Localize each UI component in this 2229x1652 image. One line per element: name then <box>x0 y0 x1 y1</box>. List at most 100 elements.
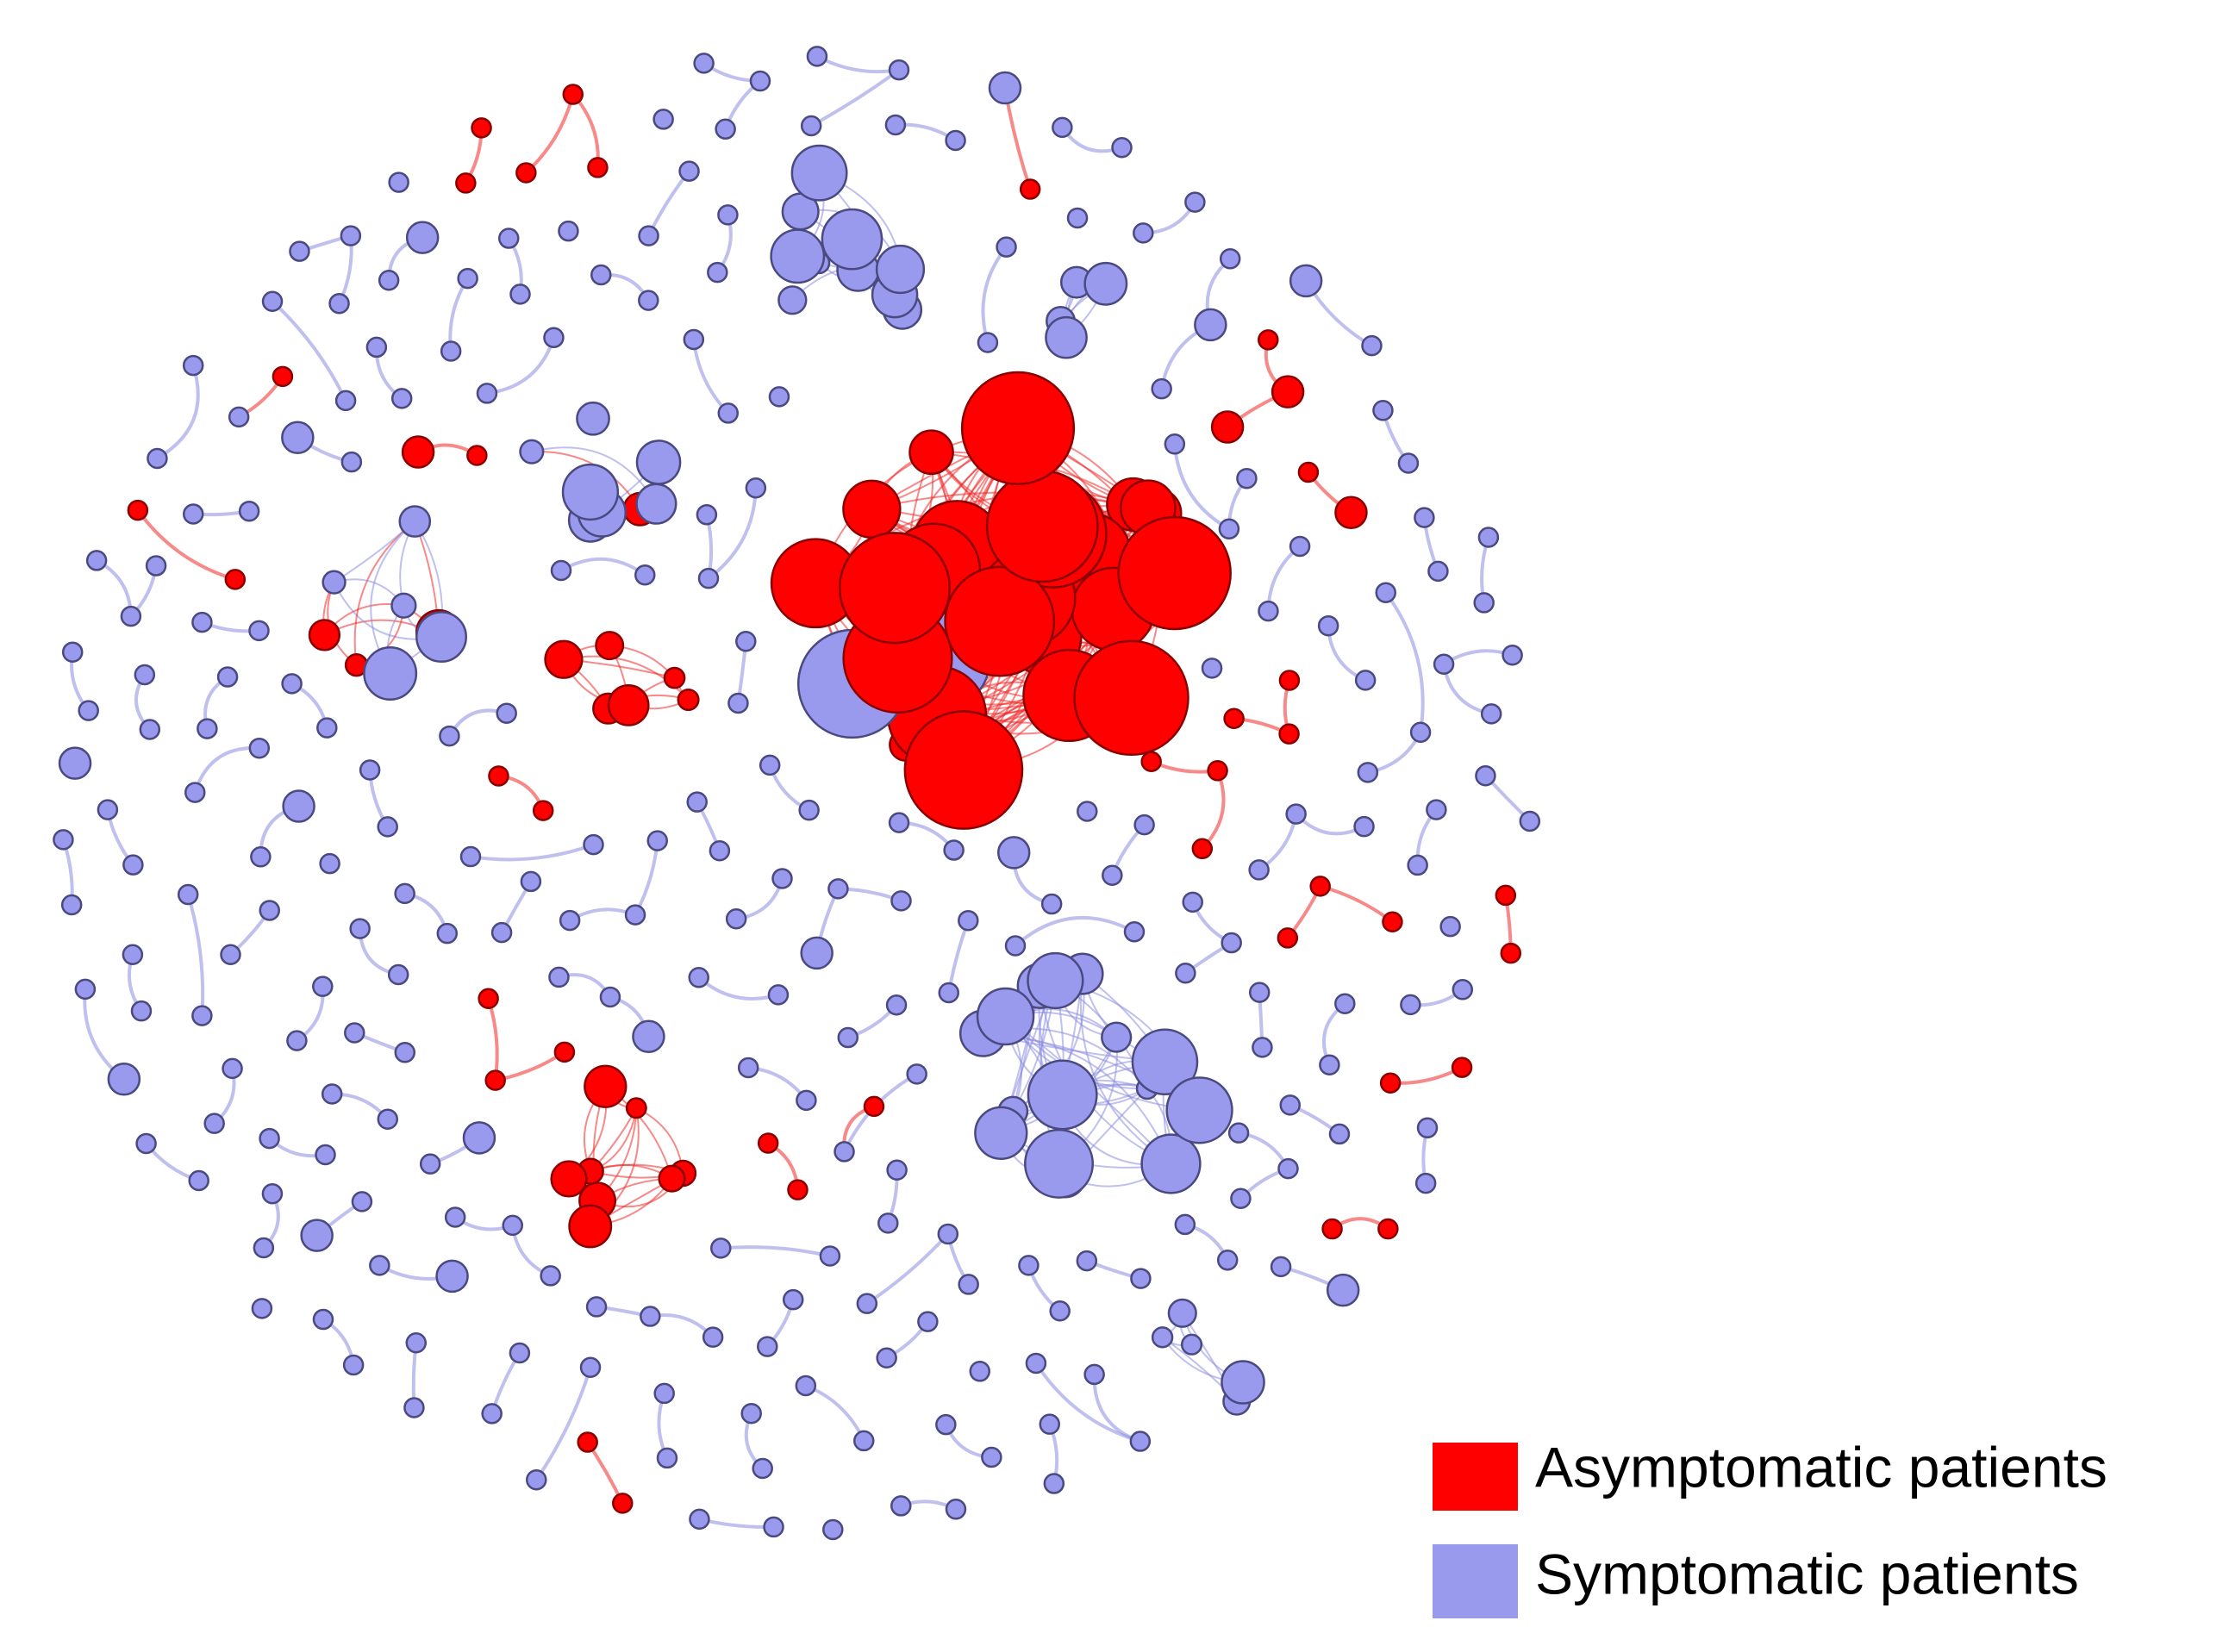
node <box>1451 1057 1473 1078</box>
node <box>1216 1250 1239 1271</box>
node <box>216 666 239 688</box>
node <box>935 1413 957 1436</box>
node <box>248 620 270 642</box>
node <box>312 1308 334 1331</box>
node <box>1372 400 1394 421</box>
node <box>1357 762 1379 783</box>
node <box>890 890 912 912</box>
node <box>184 782 206 803</box>
node <box>693 53 715 74</box>
edge <box>495 1050 565 1082</box>
node <box>440 340 462 362</box>
node <box>1164 433 1186 455</box>
node <box>559 909 581 932</box>
node <box>877 1213 899 1234</box>
node <box>888 59 910 81</box>
node <box>220 944 241 966</box>
node <box>286 1030 308 1051</box>
node <box>819 1245 841 1267</box>
node <box>903 710 1024 830</box>
node <box>1519 810 1541 832</box>
node <box>1140 751 1162 772</box>
node <box>377 1108 399 1130</box>
node <box>568 1204 613 1249</box>
node <box>1040 893 1063 915</box>
node <box>1278 670 1301 691</box>
node <box>203 1113 225 1134</box>
node <box>405 1331 428 1354</box>
node <box>787 1179 809 1200</box>
node <box>590 264 612 286</box>
node <box>1073 639 1189 757</box>
node <box>365 336 388 358</box>
node <box>688 967 709 988</box>
node <box>1258 329 1279 351</box>
node <box>1201 658 1223 679</box>
node <box>342 1354 365 1376</box>
node <box>1182 891 1203 913</box>
node <box>182 503 204 525</box>
node <box>1227 1122 1250 1144</box>
node <box>1140 1133 1202 1194</box>
node <box>1236 467 1258 489</box>
node <box>488 765 509 787</box>
legend-label: Symptomatic patients <box>1535 1542 2079 1605</box>
node <box>363 646 418 701</box>
node <box>689 1508 710 1530</box>
node <box>1277 1157 1299 1180</box>
edge <box>193 746 259 794</box>
node <box>1353 815 1375 838</box>
node <box>228 406 250 428</box>
edge <box>156 365 200 460</box>
legend-swatch <box>1433 1544 1518 1618</box>
node <box>359 759 381 781</box>
node <box>191 611 213 633</box>
node <box>553 1041 576 1063</box>
node <box>484 1069 506 1091</box>
node <box>745 477 767 499</box>
node <box>127 499 149 521</box>
node <box>599 986 621 1008</box>
edge <box>1014 916 1135 947</box>
node <box>496 702 517 724</box>
node <box>251 1298 273 1319</box>
node <box>1223 708 1245 730</box>
node <box>259 900 280 921</box>
node <box>1131 1028 1199 1096</box>
node <box>625 1097 647 1119</box>
node <box>561 463 620 521</box>
node <box>519 439 545 464</box>
edge <box>534 1367 592 1481</box>
node <box>976 987 1035 1046</box>
node <box>1297 461 1320 483</box>
node <box>248 737 271 759</box>
node <box>1473 592 1495 614</box>
node <box>481 1403 503 1424</box>
node <box>945 1499 967 1520</box>
node <box>1416 1117 1439 1139</box>
node <box>658 1164 686 1193</box>
node <box>663 666 686 689</box>
node <box>316 717 338 739</box>
node <box>1039 1413 1061 1435</box>
node <box>768 386 790 408</box>
node <box>435 1259 469 1294</box>
node <box>960 371 1076 485</box>
node <box>377 816 398 838</box>
node <box>838 532 952 645</box>
edge <box>1201 770 1226 851</box>
node <box>595 631 625 661</box>
node <box>466 445 488 466</box>
node <box>1258 600 1279 622</box>
node <box>1409 721 1432 744</box>
node <box>1133 222 1154 244</box>
node <box>656 1447 678 1469</box>
node <box>1271 375 1305 408</box>
node <box>653 1382 675 1405</box>
edge <box>865 1232 950 1306</box>
node <box>635 439 682 485</box>
node <box>1151 1326 1174 1349</box>
edge <box>136 508 236 582</box>
node <box>122 944 144 966</box>
